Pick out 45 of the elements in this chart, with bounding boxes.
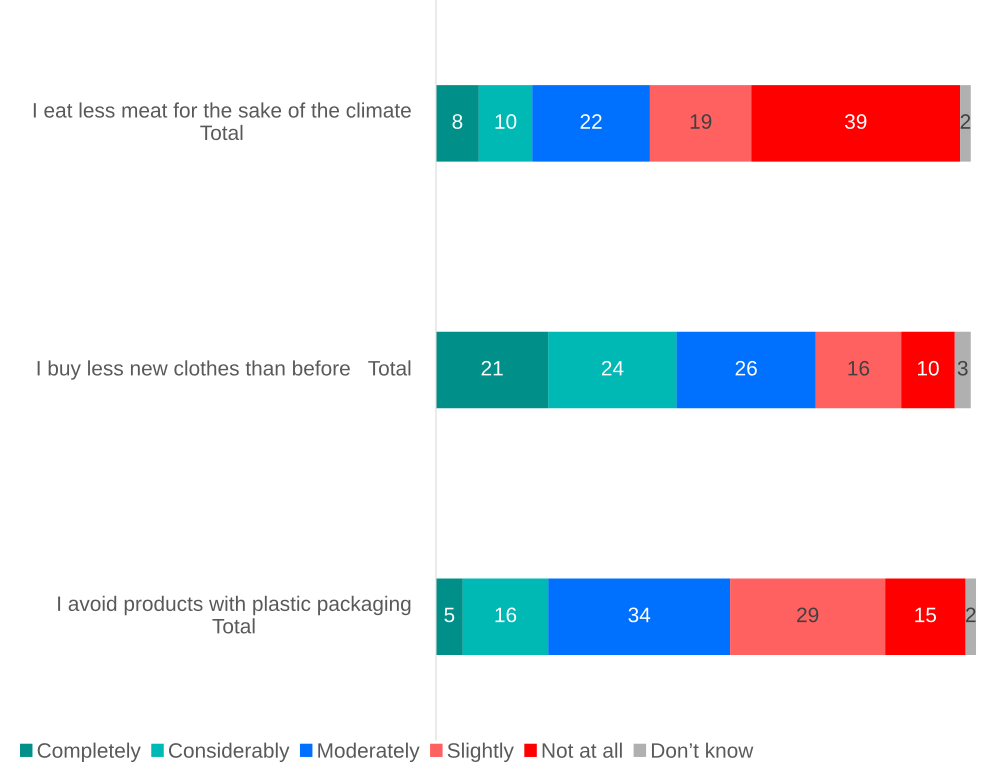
bar: [436, 332, 548, 408]
y-tick-label: I avoid products with plastic packaging Total: [58, 596, 410, 634]
bar: [965, 578, 976, 655]
bar: [730, 578, 886, 655]
data-label: 16: [496, 608, 516, 622]
data-label: 24: [602, 360, 624, 376]
bar: [901, 332, 955, 408]
y-tick-label: I buy less new clothes than before Total: [38, 360, 410, 380]
data-label: 10: [496, 114, 516, 129]
bar: [676, 332, 816, 408]
data-label: 3: [958, 360, 968, 376]
bar: [954, 332, 971, 408]
bar: [436, 578, 463, 655]
data-label: 15: [915, 608, 936, 622]
data-label: 21: [482, 360, 503, 376]
bar: [885, 578, 966, 655]
legend-label: Not at all: [542, 742, 622, 758]
data-label: 22: [580, 114, 602, 129]
data-label: 29: [797, 608, 818, 622]
bar: [960, 85, 971, 162]
bar: [752, 85, 960, 162]
legend-label: Don’t know: [652, 742, 754, 758]
data-label: 26: [736, 360, 757, 376]
bar: [816, 332, 902, 408]
data-label: 10: [918, 360, 939, 376]
legend-label: Slightly: [448, 742, 514, 762]
bar: [532, 85, 650, 162]
data-label: 19: [690, 114, 712, 129]
data-label: 5: [444, 608, 454, 622]
legend-label: Considerably: [168, 742, 290, 762]
y-tick-label: I eat less meat for the sake of the climate Total: [34, 102, 411, 140]
bar: [650, 85, 752, 162]
bar: [478, 85, 532, 162]
legend-label: Completely: [38, 742, 141, 762]
data-label: 2: [960, 114, 970, 129]
legend-label: Moderately: [318, 742, 420, 762]
data-label: 2: [966, 608, 976, 622]
data-label: 39: [845, 114, 866, 129]
bar: [548, 578, 730, 655]
bar: [436, 85, 479, 162]
data-label: 34: [628, 608, 650, 622]
bar: [548, 332, 677, 408]
bar: [462, 578, 548, 655]
data-label: 8: [452, 114, 462, 129]
data-label: 16: [848, 360, 870, 376]
